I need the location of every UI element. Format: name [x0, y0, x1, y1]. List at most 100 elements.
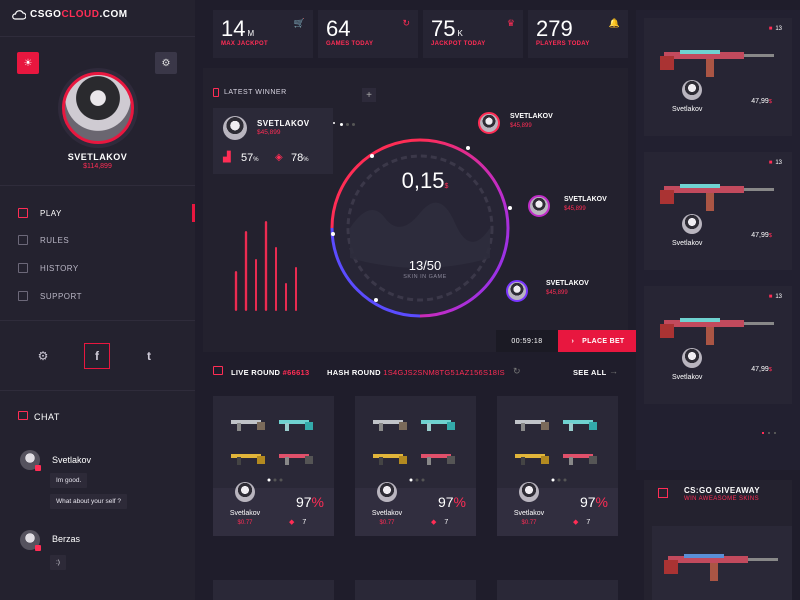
inventory-item[interactable]: ■ 13 Svetlakov 47,99$ — [644, 286, 792, 404]
item-currency: $ — [768, 99, 772, 105]
pager-dot — [415, 478, 419, 482]
round-card[interactable] — [355, 580, 476, 600]
rifle-icon — [231, 420, 265, 431]
inventory-item[interactable]: ■ 13 Svetlakov 47,99$ — [644, 152, 792, 270]
pager-dot[interactable] — [768, 432, 770, 434]
win-chance: 97 — [295, 494, 312, 510]
trophy-icon: ♛ — [506, 18, 515, 28]
brand-accent: CLOUD — [61, 9, 100, 20]
orbit-player-avatar[interactable] — [506, 280, 528, 302]
orbit-player-avatar[interactable] — [478, 112, 500, 134]
player-avatar — [235, 482, 255, 502]
nav-item-play[interactable]: PLAY — [18, 206, 62, 220]
live-round-label: LIVE ROUND — [231, 368, 281, 377]
owner-name: Svetlakov — [672, 374, 703, 381]
arrow-right-icon[interactable]: → — [609, 366, 618, 376]
brand-prefix: CSGO — [30, 9, 62, 20]
pager-dot[interactable] — [346, 123, 349, 126]
skin-grid — [373, 420, 455, 482]
twitter-button[interactable]: t — [136, 343, 162, 369]
steam-button[interactable]: ⚙ — [30, 343, 56, 369]
steam-icon: ⚙ — [37, 349, 49, 363]
skin-grid — [231, 420, 313, 482]
winner-avatar — [223, 116, 247, 140]
item-price: 47,99 — [751, 232, 769, 239]
light-mode-button[interactable]: ☀ — [17, 52, 39, 74]
nav-item-support[interactable]: SUPPORT — [18, 289, 82, 303]
stat-label: JACKPOT TODAY — [431, 41, 486, 47]
stat-games-today: 64 GAMES TODAY ↻ — [318, 10, 418, 58]
round-card-footer: Svetlakov $0.77 97% ◆ 7 — [497, 482, 618, 536]
nav-item-rules[interactable]: RULES — [18, 233, 69, 247]
chat-sender-name: Berzas — [52, 534, 81, 544]
brand-suffix: .COM — [99, 9, 128, 20]
winner-money: $45,899 — [257, 129, 281, 136]
badge-dot — [35, 465, 41, 471]
gift-icon — [658, 488, 668, 498]
support-icon — [18, 291, 28, 301]
rifle-icon — [421, 420, 455, 431]
round-card[interactable]: Svetlakov $0.77 97% ◆ 7 — [497, 396, 618, 536]
round-timer: 00:59:18 — [496, 330, 558, 352]
round-card[interactable]: Svetlakov $0.77 97% ◆ 7 — [213, 396, 334, 536]
nav-label: HISTORY — [40, 263, 79, 273]
pager-dot[interactable] — [762, 432, 764, 434]
nav-item-history[interactable]: HISTORY — [18, 261, 79, 275]
player-avatar — [377, 482, 397, 502]
nav-label: RULES — [40, 235, 70, 245]
stat-label: GAMES TODAY — [326, 41, 374, 47]
chat-sender-name: Svetlakov — [52, 455, 92, 465]
rifle-icon — [231, 454, 265, 465]
stat-players-today: 279 PLAYERS TODAY 🔔 — [528, 10, 628, 58]
wheel-currency: $ — [444, 183, 449, 190]
item-count: 7 — [302, 519, 307, 526]
place-bet-button[interactable]: › PLACE BET — [558, 330, 638, 352]
gear-icon: ⚙ — [161, 57, 171, 69]
pager-dot[interactable] — [352, 123, 355, 126]
badge-dot: ■ — [768, 26, 773, 32]
round-card[interactable] — [497, 580, 618, 600]
sun-icon: ☀ — [23, 57, 33, 69]
rifle-icon — [373, 420, 407, 431]
latest-winner-title: LATEST WINNER — [224, 89, 287, 96]
rifle-icon — [664, 554, 778, 581]
bell-icon: 🔔 — [608, 18, 620, 28]
pager-dot — [557, 478, 561, 482]
chat-message: What about your self ? — [50, 494, 128, 509]
add-button[interactable]: + — [362, 88, 376, 102]
stat-percent-unit: % — [303, 157, 309, 163]
user-avatar[interactable] — [62, 72, 134, 144]
player-name: Svetlakov — [229, 510, 261, 517]
twitter-icon: t — [147, 349, 151, 363]
trophy-icon — [213, 88, 219, 97]
player-value: $0.77 — [521, 520, 537, 526]
rifle-icon — [279, 454, 313, 465]
round-card[interactable]: Svetlakov $0.77 97% ◆ 7 — [355, 396, 476, 536]
brand-logo[interactable]: CSGOCLOUD.COM — [12, 9, 128, 20]
pager-dot — [333, 122, 335, 124]
wheel-inner-track — [346, 154, 494, 302]
facebook-button[interactable]: f — [84, 343, 110, 369]
refresh-icon[interactable]: ↻ — [513, 366, 521, 376]
giveaway-item[interactable] — [652, 526, 792, 600]
stat-percent: 57 — [241, 152, 254, 164]
pager-dot — [279, 478, 283, 482]
stat-value: 64 — [326, 16, 351, 41]
see-all-link[interactable]: SEE ALL — [573, 368, 607, 377]
pager-dot[interactable] — [340, 123, 343, 126]
edit-icon — [18, 235, 28, 245]
refresh-icon: ↻ — [402, 18, 410, 28]
latest-winner-card[interactable]: SVETLAKOV $45,899 ▟ 57% ◈ 78% — [213, 108, 335, 174]
orbit-player-money: $45,899 — [546, 290, 568, 296]
item-count: 7 — [444, 519, 449, 526]
chat-message: Im good. — [50, 473, 88, 488]
stat-percent: 78 — [291, 152, 304, 164]
pager-dot[interactable] — [774, 432, 776, 434]
stat-jackpot-today: 75 K JACKPOT TODAY ♛ — [423, 10, 523, 58]
settings-button[interactable]: ⚙ — [155, 52, 177, 74]
divider — [0, 36, 195, 37]
round-card[interactable] — [213, 580, 334, 600]
chat-message: :) — [50, 555, 66, 570]
orbit-player-avatar[interactable] — [528, 195, 550, 217]
inventory-item[interactable]: ■ 13 Svetlakov 47,99$ — [644, 18, 792, 136]
